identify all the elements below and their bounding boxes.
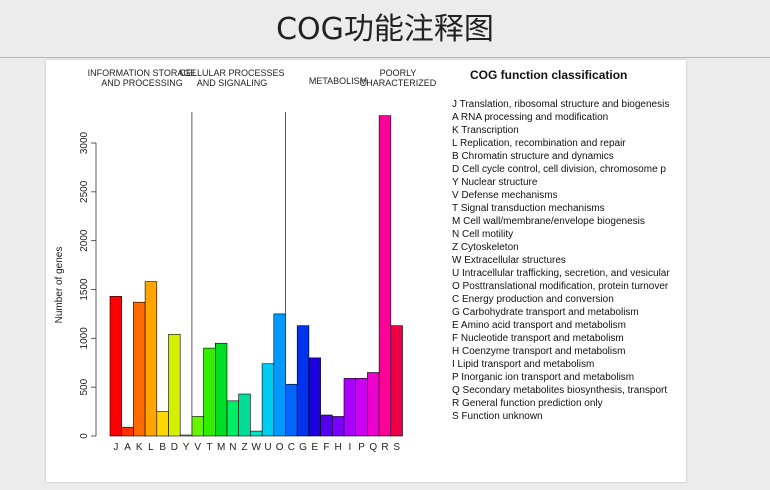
legend-item-A: A RNA processing and modification: [452, 112, 609, 123]
legend-item-I: I Lipid transport and metabolism: [452, 359, 595, 370]
legend-item-S: S Function unknown: [452, 411, 543, 422]
bar-V: [191, 416, 204, 437]
y-tick-label-0: 0: [79, 433, 90, 439]
bar-U: [261, 363, 275, 437]
bar-S: [390, 325, 403, 437]
bar-N: [226, 400, 239, 437]
legend-list: J Translation, ribosomal structure and b…: [452, 98, 676, 423]
x-label-J: J: [113, 442, 118, 453]
x-label-D: D: [171, 442, 178, 453]
group-label-4-line-1: POORLY: [380, 68, 417, 78]
group-label-2-line-1: CELLULAR PROCESSES: [179, 68, 284, 78]
bar-W: [250, 430, 263, 437]
bar-G: [296, 325, 310, 437]
bar-Q: [367, 372, 380, 437]
x-label-K: K: [136, 442, 143, 453]
x-label-M: M: [217, 442, 225, 453]
slide-title: COG功能注释图: [276, 12, 494, 47]
legend-item-N: N Cell motility: [452, 229, 514, 240]
bar-A: [121, 426, 134, 437]
group-label-1-line-2: AND PROCESSING: [101, 78, 183, 88]
bar-Z: [238, 393, 251, 437]
bar-O: [273, 313, 286, 437]
bar-B: [156, 411, 169, 437]
x-label-V: V: [194, 442, 201, 453]
x-label-Q: Q: [369, 442, 377, 453]
bar-Y: [179, 434, 193, 437]
x-label-B: B: [159, 442, 166, 453]
legend-item-C: C Energy production and conversion: [452, 294, 614, 305]
x-label-O: O: [276, 442, 284, 453]
x-label-H: H: [335, 442, 342, 453]
x-label-U: U: [264, 442, 271, 453]
bar-H: [331, 416, 345, 437]
bar-L: [144, 281, 158, 437]
chart-panel: J A K L B D Y V T M N Z W U O C G E F H I P Q R S 0 500 1000 1500 200…: [46, 60, 686, 482]
y-tick-label-500: 500: [79, 378, 90, 395]
x-label-C: C: [288, 442, 295, 453]
legend-item-P: P Inorganic ion transport and metabolism: [452, 372, 635, 383]
legend-item-J: J Translation, ribosomal structure and b…: [452, 99, 670, 110]
legend-item-B: B Chromatin structure and dynamics: [452, 151, 614, 162]
x-label-G: G: [299, 442, 307, 453]
y-tick-label-3000: 3000: [79, 131, 90, 154]
legend-item-H: H Coenzyme transport and metabolism: [452, 346, 626, 357]
y-tick-label-1500: 1500: [79, 278, 90, 301]
legend-item-O: O Posttranslational modification, protei…: [452, 281, 669, 292]
y-tick-label-1000: 1000: [79, 327, 90, 350]
bar-D: [168, 334, 181, 437]
legend-item-G: G Carbohydrate transport and metabolism: [452, 307, 639, 318]
bar-T: [203, 347, 216, 437]
legend-item-U: U Intracellular trafficking, secretion, …: [452, 268, 670, 279]
legend-item-F: F Nucleotide transport and metabolism: [452, 333, 624, 344]
title-divider: [0, 57, 770, 58]
bar-R: [378, 115, 392, 437]
legend-item-L: L Replication, recombination and repair: [452, 138, 626, 149]
bar-P: [355, 378, 368, 437]
x-label-F: F: [323, 442, 329, 453]
bar-E: [308, 357, 321, 437]
x-label-N: N: [229, 442, 236, 453]
legend-item-E: E Amino acid transport and metabolism: [452, 320, 626, 331]
group-label-4-line-2: CHARACTERIZED: [360, 78, 437, 88]
legend-item-T: T Signal transduction mechanisms: [452, 203, 605, 214]
x-label-S: S: [393, 442, 400, 453]
x-label-I: I: [348, 442, 351, 453]
bar-K: [133, 301, 146, 437]
group-label-2-line-2: AND SIGNALING: [197, 78, 268, 88]
bar-I: [343, 378, 356, 437]
x-label-L: L: [148, 442, 154, 453]
x-label-A: A: [124, 442, 131, 453]
x-label-T: T: [206, 442, 212, 453]
legend-title: COG function classification: [470, 68, 628, 82]
legend-item-R: R General function prediction only: [452, 398, 603, 409]
group-label-3-line-1: METABOLISM: [309, 76, 367, 86]
x-label-Y: Y: [183, 442, 190, 453]
bar-F: [320, 414, 333, 437]
x-label-E: E: [311, 442, 318, 453]
bar-C: [285, 383, 298, 437]
x-label-P: P: [358, 442, 365, 453]
legend-item-M: M Cell wall/membrane/envelope biogenesis: [452, 216, 645, 227]
x-label-R: R: [381, 442, 388, 453]
bar-J: [109, 296, 122, 437]
group-label-1-line-1: INFORMATION STORAGE: [88, 68, 197, 78]
x-label-W: W: [252, 442, 262, 453]
y-tick-label-2500: 2500: [79, 180, 90, 203]
legend-item-Z: Z Cytoskeleton: [452, 242, 519, 253]
bar-chart: J A K L B D Y V T M N Z W U O C G E F H I P Q R S 0 500 1000 1500 200…: [54, 68, 437, 453]
bar-M: [215, 342, 228, 437]
y-axis-label: Number of genes: [54, 247, 65, 324]
legend-item-V: V Defense mechanisms: [452, 190, 558, 201]
legend-item-K: K Transcription: [452, 125, 519, 136]
legend-item-Q: Q Secondary metabolites biosynthesis, tr…: [452, 385, 668, 396]
legend-item-D: D Cell cycle control, cell division, chr…: [452, 164, 666, 175]
x-label-Z: Z: [241, 442, 247, 453]
y-tick-label-2000: 2000: [79, 229, 90, 252]
legend-item-Y: Y Nuclear structure: [452, 177, 538, 188]
legend-item-W: W Extracellular structures: [452, 255, 566, 266]
